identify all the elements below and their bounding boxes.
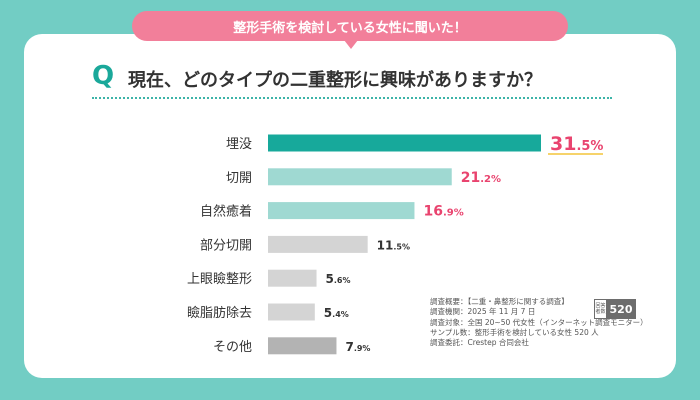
data-label: 7.9%: [345, 340, 370, 354]
survey-note-line: 調査概要：【二重・鼻整形に関する調査】: [430, 297, 569, 306]
data-label-integer: 5: [326, 272, 334, 286]
respondent-count-badge: 回答者数 520: [594, 299, 636, 319]
data-label: 5.4%: [324, 306, 349, 320]
bar: [268, 337, 337, 355]
data-label: 16.9%: [423, 204, 463, 220]
data-label-decimal: .2%: [480, 174, 501, 185]
survey-note-line: 調査機関：2025 年 11 月 7 日: [430, 307, 536, 317]
data-label-decimal: .5%: [393, 242, 410, 251]
data-label-decimal: .9%: [443, 208, 464, 219]
banner-tail: [344, 40, 358, 49]
data-label-integer: 11: [377, 238, 394, 252]
data-label-decimal: .4%: [332, 310, 349, 319]
category-label: 自然癒着: [200, 204, 252, 220]
bar: [268, 269, 317, 287]
bar: [268, 235, 368, 253]
bar: [268, 202, 415, 220]
title-divider: [92, 97, 612, 99]
data-label-integer: 5: [324, 306, 332, 320]
survey-note-line: サンプル数：整形手術を検討している女性 520 人: [430, 327, 599, 337]
question-title: 現在、どのタイプの二重整形に興味がありますか？: [128, 70, 542, 91]
data-label: 5.6%: [326, 272, 351, 286]
data-label-integer: 7: [345, 340, 353, 354]
category-label: 上眼瞼整形: [187, 271, 252, 287]
question-mark-label: Q: [92, 61, 115, 91]
category-label: 部分切開: [200, 238, 252, 253]
category-label: 切開: [226, 171, 252, 186]
bar: [268, 303, 315, 321]
data-label: 31.5%: [550, 133, 603, 155]
bar: [268, 168, 452, 186]
category-label: 埋没: [226, 137, 252, 152]
survey-note-line: 調査委託：Crestep 合同会社: [430, 338, 529, 348]
survey-note-line: 調査対象：全国 20~50 代女性（インターネット調査モニター）: [430, 317, 648, 327]
data-label-integer: 16: [423, 204, 442, 220]
survey-banner: 整形手術を検討している女性に聞いた！: [132, 11, 568, 41]
data-label: 21.2%: [461, 170, 501, 186]
bar: [268, 134, 541, 152]
data-label-decimal: .6%: [334, 276, 351, 285]
data-label-decimal: .9%: [354, 344, 371, 353]
respondent-count-value: 520: [607, 300, 635, 318]
category-label: 瞼脂肪除去: [187, 305, 252, 321]
respondent-count-label: 回答者数: [595, 300, 607, 318]
data-label-integer: 31: [550, 133, 576, 155]
data-label: 11.5%: [377, 238, 410, 252]
data-label-integer: 21: [461, 170, 480, 186]
data-label-decimal: .5%: [576, 139, 603, 154]
survey-note: 調査概要：【二重・鼻整形に関する調査】 調査機関：2025 年 11 月 7 日…: [430, 297, 648, 348]
category-label: その他: [213, 340, 252, 355]
